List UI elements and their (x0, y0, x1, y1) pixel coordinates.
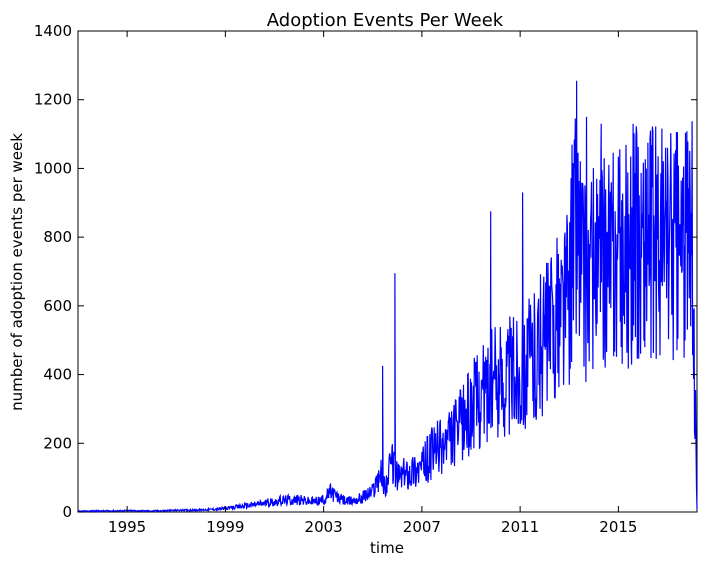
y-tick-label: 800 (43, 228, 72, 246)
y-tick-label: 200 (43, 434, 72, 452)
y-tick-label: 600 (43, 297, 72, 315)
y-tick-label: 1200 (34, 91, 72, 109)
y-tick-label: 1000 (34, 159, 72, 177)
plot-area: 1995 1999 2003 2007 2011 2015 0 200 400 600 800 10… (34, 22, 698, 536)
chart-title: Adoption Events Per Week (267, 10, 504, 31)
x-tick-label: 2015 (599, 518, 637, 536)
x-tick-label: 2011 (501, 518, 539, 536)
series-line (77, 80, 698, 514)
x-tick-label: 1999 (206, 518, 244, 536)
x-axis-label: time (370, 539, 404, 557)
y-tick-label: 0 (62, 503, 72, 521)
x-tick-label: 2003 (305, 518, 343, 536)
y-tick-label: 400 (43, 366, 72, 384)
x-ticks: 1995 1999 2003 2007 2011 2015 (108, 31, 637, 536)
y-axis-label: number of adoption events per week (8, 133, 26, 411)
y-tick-label: 1400 (34, 22, 72, 40)
x-tick-label: 1995 (108, 518, 146, 536)
y-ticks: 0 200 400 600 800 1000 1200 1400 (34, 22, 697, 521)
x-tick-label: 2007 (403, 518, 441, 536)
